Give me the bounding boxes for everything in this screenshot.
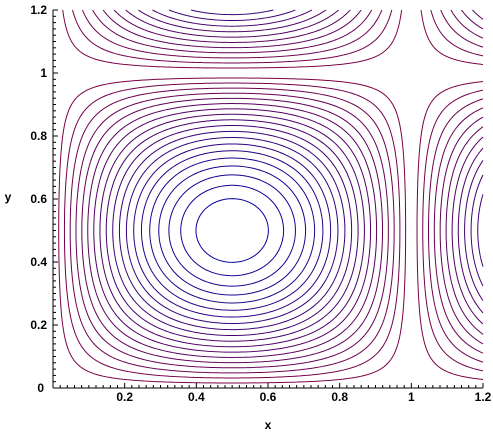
y-tick-label: 1 (40, 66, 47, 80)
contour-line (62, 9, 484, 380)
contour-line (190, 9, 484, 267)
x-tick-label: 0.4 (188, 390, 205, 404)
x-tick-label: 0.6 (260, 390, 277, 404)
contour-line (81, 9, 484, 364)
contour-line (138, 9, 484, 314)
contour-line (58, 9, 484, 384)
contour-line (99, 113, 365, 348)
y-tick-label: 0.8 (30, 129, 47, 143)
y-axis-title: y (5, 190, 12, 204)
x-tick-label: 1 (408, 390, 415, 404)
contour-line (118, 130, 346, 331)
contour-line (133, 143, 332, 318)
contour-lines (58, 9, 484, 384)
x-tick-label: 1.2 (475, 390, 492, 404)
y-tick-label: 0.4 (30, 255, 47, 269)
contour-line (152, 9, 484, 301)
contour-line (113, 9, 484, 335)
contour-line (81, 9, 484, 363)
contour-line (92, 9, 484, 354)
x-tick-label: 0.2 (116, 390, 133, 404)
contour-line (112, 125, 353, 336)
contour-line (168, 174, 296, 287)
contour-line (93, 108, 372, 353)
y-tick-label: 0 (37, 381, 44, 395)
contour-line (195, 198, 269, 263)
contour-line (102, 9, 484, 345)
tick-labels: 0.2 0.4 0.6 0.8 1 1.2 0 0.2 0.4 0.6 0.8 1 1.2 (30, 3, 491, 404)
contour-line (72, 9, 484, 372)
contour-line (158, 165, 307, 296)
contour-line (87, 9, 484, 358)
contour-line (180, 184, 285, 277)
contour-line (63, 9, 484, 379)
axis-ticks (53, 9, 484, 388)
contour-line (149, 157, 316, 304)
x-axis-title: x (265, 418, 272, 432)
contour-line (105, 119, 359, 342)
contour-line (125, 9, 484, 325)
y-tick-label: 1.2 (30, 3, 47, 17)
contour-line (125, 137, 339, 324)
contour-line (69, 9, 484, 374)
contour-line (168, 9, 484, 287)
x-tick-label: 0.8 (331, 390, 348, 404)
y-tick-label: 0.2 (30, 318, 47, 332)
contour-line (75, 9, 484, 369)
contour-line (140, 150, 324, 311)
y-tick-label: 0.6 (30, 192, 47, 206)
